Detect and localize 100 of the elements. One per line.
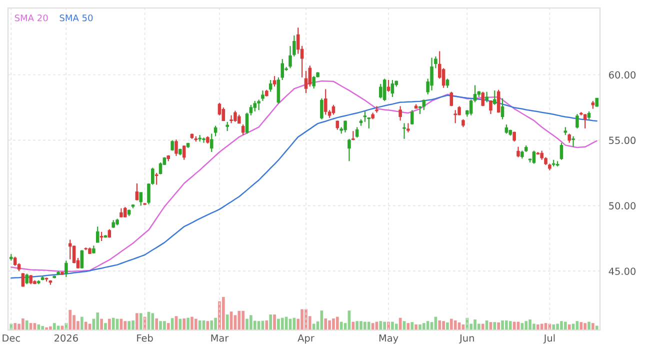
candlestick <box>485 91 488 103</box>
candlestick <box>406 122 410 133</box>
bar <box>273 314 276 330</box>
bar <box>340 322 343 330</box>
candlestick <box>560 142 564 160</box>
candlestick <box>214 125 218 137</box>
candlestick <box>398 106 402 122</box>
bar <box>300 309 304 330</box>
bar <box>336 316 339 330</box>
candlestick <box>268 79 272 92</box>
bar <box>104 323 107 330</box>
bar <box>159 321 162 330</box>
bar <box>332 318 335 330</box>
candlestick <box>124 206 127 218</box>
bar <box>592 323 594 330</box>
candlestick <box>96 226 100 243</box>
bar <box>560 321 563 330</box>
bar <box>52 323 56 330</box>
candlestick <box>332 104 336 116</box>
candlestick <box>489 100 492 115</box>
bar <box>246 318 248 330</box>
bar <box>588 322 590 330</box>
bar <box>124 321 127 330</box>
candlestick <box>446 78 450 88</box>
bar <box>595 326 598 330</box>
bar <box>222 297 225 330</box>
candlestick <box>576 113 579 129</box>
candlestick <box>402 122 406 140</box>
bar <box>22 318 24 330</box>
bar <box>112 318 115 330</box>
bar <box>394 324 398 330</box>
candlestick <box>348 138 351 162</box>
candlestick <box>304 70 308 94</box>
bar <box>524 321 528 330</box>
bar <box>508 321 512 330</box>
bar <box>391 322 394 330</box>
bar <box>25 320 28 330</box>
bar <box>226 314 229 330</box>
bar <box>242 310 244 330</box>
bar <box>250 315 252 330</box>
x-tick-label: Mar <box>211 334 229 342</box>
candlestick <box>139 192 143 206</box>
candlestick <box>210 133 214 153</box>
bar <box>450 318 453 330</box>
bar <box>474 319 476 330</box>
candlestick <box>496 89 500 114</box>
y-tick-label: 55.00 <box>609 136 636 144</box>
bar <box>14 323 16 330</box>
candlestick <box>386 79 390 92</box>
bar <box>364 322 366 330</box>
candlestick <box>430 57 434 92</box>
bar <box>194 318 198 330</box>
bar <box>418 324 422 330</box>
candlestick <box>320 98 324 120</box>
bar <box>128 321 130 330</box>
y-tick-label: 60.00 <box>609 71 636 79</box>
bar <box>454 320 457 330</box>
bar <box>528 319 532 330</box>
candlestick <box>454 110 457 124</box>
candlestick <box>21 272 25 288</box>
candlestick <box>308 65 312 88</box>
candlestick <box>241 124 245 136</box>
candlestick <box>68 239 72 260</box>
x-tick-label: Feb <box>137 334 153 342</box>
candlestick <box>64 260 68 278</box>
candlestick <box>261 90 264 102</box>
bar <box>151 313 154 330</box>
candlestick <box>532 150 536 164</box>
bar <box>564 322 567 330</box>
bar <box>446 322 449 330</box>
bar <box>493 322 496 330</box>
bar <box>568 324 571 330</box>
bar <box>155 318 158 330</box>
candlestick <box>382 78 386 102</box>
candlestick <box>222 106 226 122</box>
candlestick <box>500 98 504 120</box>
candlestick <box>253 100 256 112</box>
candlestick <box>230 114 233 124</box>
bar <box>442 321 445 330</box>
candlestick <box>512 131 516 142</box>
candlestick <box>344 120 347 133</box>
bar <box>536 324 540 330</box>
x-tick-label: Jul <box>543 334 555 344</box>
bar <box>410 322 414 330</box>
candlestick <box>390 79 394 98</box>
candlestick <box>481 91 484 107</box>
bar <box>238 310 241 330</box>
bar <box>532 324 536 330</box>
candlestick <box>245 112 249 134</box>
candlestick <box>473 84 477 103</box>
bar <box>182 318 186 330</box>
candlestick <box>493 90 496 106</box>
bar <box>497 322 500 330</box>
candlestick <box>174 138 178 156</box>
bar <box>136 313 138 330</box>
bar <box>478 324 480 330</box>
candlestick <box>572 136 575 148</box>
x-tick-label: Jun <box>459 334 474 344</box>
bar <box>80 316 84 330</box>
candlestick <box>422 99 426 111</box>
